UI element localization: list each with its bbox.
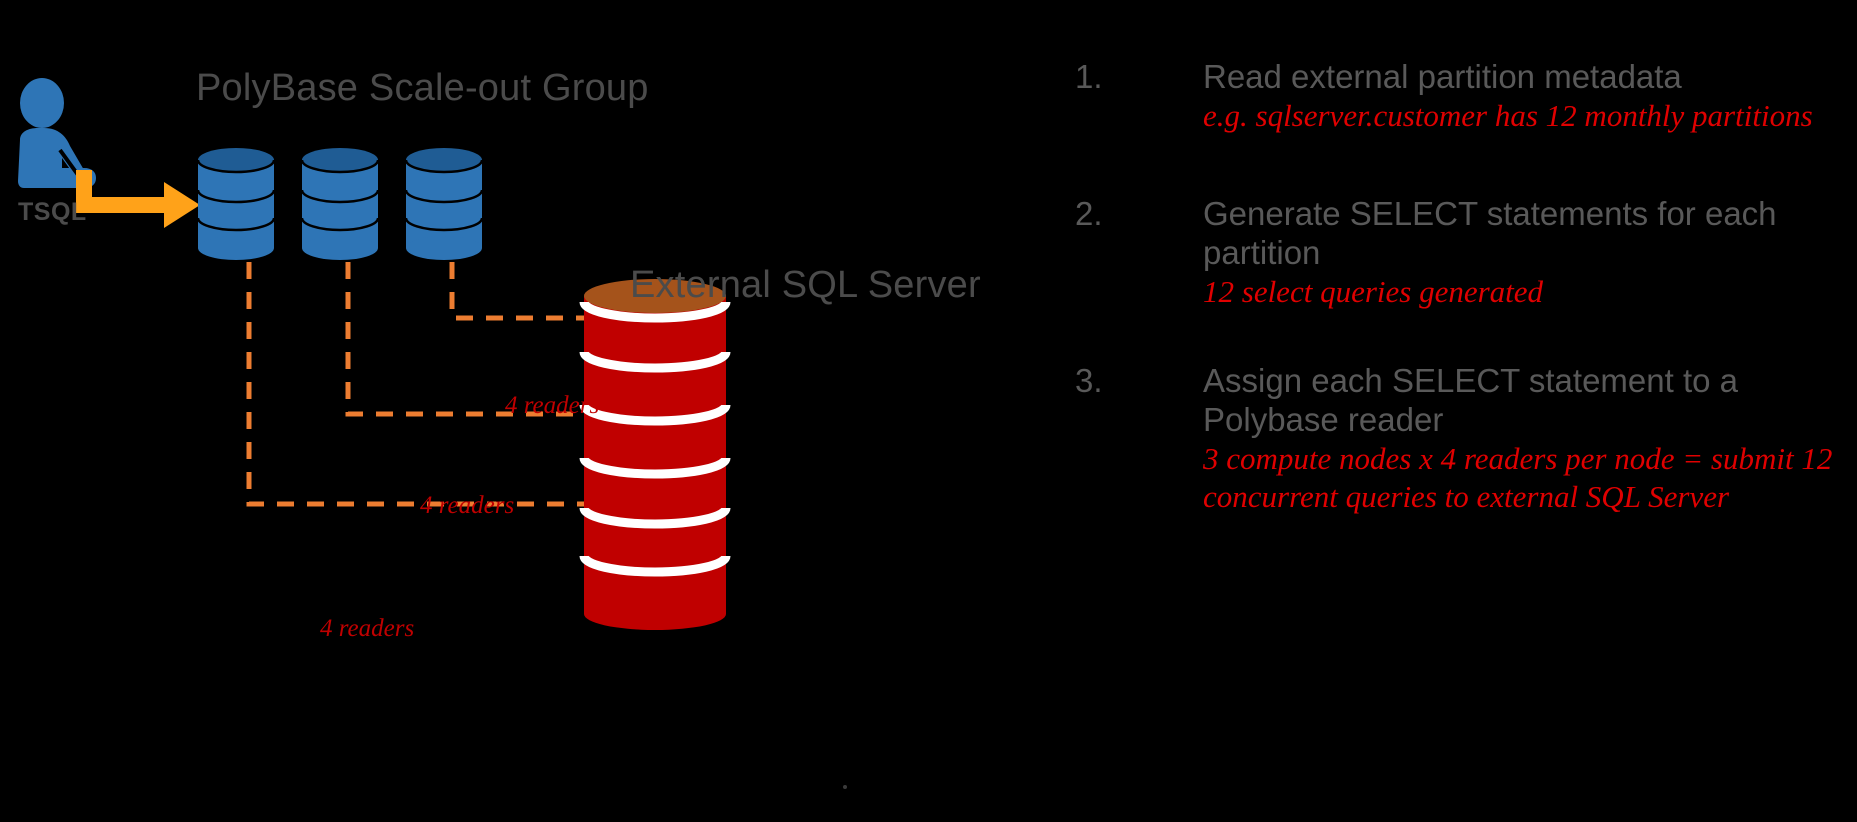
step-body-2: Generate SELECT statements for each part… — [1203, 195, 1835, 311]
step-item-3: 3. Assign each SELECT statement to a Pol… — [1075, 362, 1835, 516]
tsql-flow-arrow-icon — [76, 170, 200, 228]
external-sql-server-title: External SQL Server — [630, 264, 981, 306]
polybase-architecture-diagram — [18, 78, 731, 630]
polybase-group-title: PolyBase Scale-out Group — [196, 67, 649, 109]
process-steps-list: 1. Read external partition metadata e.g.… — [1075, 58, 1835, 560]
step-body-3: Assign each SELECT statement to a Polyba… — [1203, 362, 1835, 516]
step-item-1: 1. Read external partition metadata e.g.… — [1075, 58, 1835, 135]
step-body-1: Read external partition metadata e.g. sq… — [1203, 58, 1835, 135]
external-sql-server-cylinder — [579, 279, 731, 630]
readers-label-node2: 4 readers — [420, 492, 515, 519]
connector-node3-to-server — [449, 262, 584, 321]
readers-label-node3: 4 readers — [505, 392, 600, 419]
step-note-text-2: 12 select queries generated — [1203, 273, 1544, 309]
compute-node-2 — [300, 148, 380, 260]
step-number-2: 2. — [1075, 194, 1103, 232]
tsql-label: TSQL — [18, 198, 87, 226]
compute-node-3 — [404, 148, 484, 260]
compute-node-1 — [196, 148, 276, 260]
connector-node2-to-server — [345, 262, 584, 417]
readers-label-node1: 4 readers — [320, 615, 415, 642]
step-note-text-1: e.g. sqlserver.customer has 12 monthly p… — [1203, 97, 1813, 133]
step-main-text-2: Generate SELECT statements for each part… — [1203, 194, 1777, 271]
step-main-text-1: Read external partition metadata — [1203, 58, 1682, 95]
connector-node1-to-server — [246, 262, 584, 507]
step-main-text-3: Assign each SELECT statement to a Polyba… — [1203, 362, 1739, 439]
decorative-dot — [843, 785, 847, 789]
step-item-2: 2. Generate SELECT statements for each p… — [1075, 195, 1835, 311]
step-number-1: 1. — [1075, 58, 1103, 95]
step-number-3: 3. — [1075, 362, 1103, 400]
step-note-text-3: 3 compute nodes x 4 readers per node = s… — [1203, 441, 1833, 515]
